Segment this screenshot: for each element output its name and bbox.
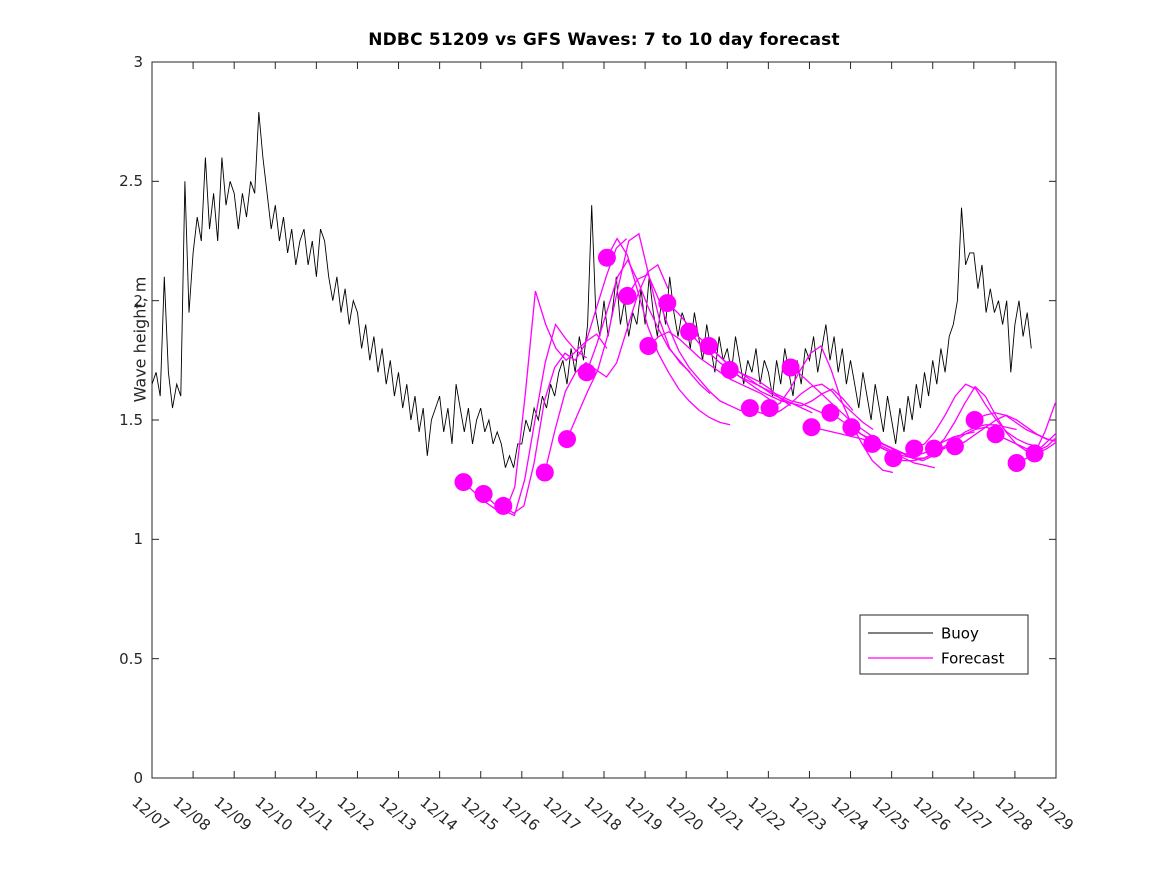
forecast-start-dot	[905, 439, 924, 458]
y-axis-label: Wave height, m	[130, 276, 150, 403]
y-tick-label: 0	[133, 769, 143, 787]
forecast-start-dot	[802, 418, 821, 437]
forecast-start-dot	[965, 411, 984, 429]
forecast-start-dot	[986, 425, 1005, 444]
forecast-line	[606, 237, 731, 426]
forecast-start-dot	[639, 337, 658, 355]
forecast-start-dot	[925, 439, 943, 458]
forecast-start-dot	[740, 399, 759, 418]
y-tick-label: 1	[133, 530, 143, 549]
forecast-start-dot	[680, 322, 699, 341]
buoy-line	[152, 112, 1032, 468]
forecast-line	[502, 238, 628, 514]
forecast-start-dot	[577, 363, 596, 382]
forecast-start-dot	[597, 248, 616, 267]
forecast-start-dot	[821, 403, 840, 422]
forecast-start-dot	[1007, 454, 1026, 472]
legend-item-label: Buoy	[941, 625, 979, 643]
tick-marks	[151, 61, 1057, 779]
forecast-start-dot	[618, 286, 637, 305]
forecast-start-dot	[474, 485, 493, 503]
legend-box	[859, 614, 1029, 675]
data-layer	[152, 112, 1056, 517]
forecast-start-dot	[558, 430, 576, 449]
forecast-start-dot	[494, 496, 513, 515]
forecast-line	[913, 383, 1038, 450]
chart-title: NDBC 51209 vs GFS Waves: 7 to 10 day for…	[368, 30, 840, 50]
y-tick-label: 1.5	[119, 411, 143, 429]
y-tick-label: 2	[133, 291, 143, 310]
legend: Buoy Forecast	[859, 614, 1029, 675]
forecast-start-dot	[454, 473, 473, 492]
forecast-line	[666, 302, 791, 407]
forecast-start-dot	[535, 463, 554, 482]
y-tick-label: 0.5	[119, 649, 143, 668]
forecast-line	[954, 414, 1056, 447]
forecast-start-dot	[658, 294, 677, 313]
forecast-start-dot	[699, 337, 718, 355]
forecast-line	[586, 258, 711, 395]
forecast-start-dot	[781, 358, 800, 377]
forecast-line	[769, 345, 894, 474]
y-tick-label: 3	[133, 53, 143, 71]
forecast-line	[626, 273, 751, 412]
forecast-line	[1034, 401, 1056, 454]
forecast-line	[483, 323, 608, 517]
forecast-line	[974, 412, 1056, 442]
legend-item-label: Forecast	[941, 650, 1005, 668]
forecast-line	[647, 330, 773, 402]
forecast-start-dot	[1025, 444, 1044, 463]
forecast-start-dot	[945, 437, 964, 456]
y-tick-label: 2.5	[119, 172, 143, 191]
forecast-line	[995, 433, 1056, 452]
forecast-start-dot	[720, 360, 739, 379]
forecast-start-dot	[760, 399, 779, 418]
forecast-start-dot	[863, 434, 882, 453]
forecast-start-dot	[842, 418, 861, 437]
forecast-start-dot	[884, 449, 903, 468]
